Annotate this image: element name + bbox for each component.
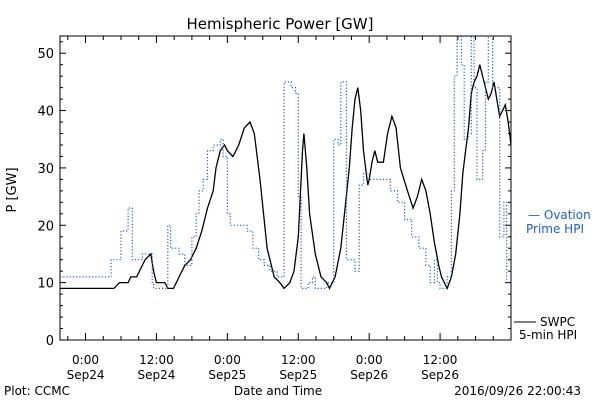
y-tick-label: 10: [37, 277, 54, 292]
x-axis-label: Date and Time: [234, 384, 322, 398]
series-ovation-prime-line: [60, 36, 508, 289]
x-tick-date-label: Sep24: [67, 368, 105, 382]
x-axis-ticks: 0:00Sep2412:00Sep240:00Sep2512:00Sep250:…: [67, 36, 494, 382]
x-tick-time-label: 0:00: [214, 353, 241, 367]
y-axis-label: P [GW]: [5, 167, 20, 212]
y-tick-label: 40: [37, 105, 54, 120]
x-tick-time-label: 12:00: [281, 353, 316, 367]
plot-credit: Plot: CCMC: [4, 384, 70, 398]
y-tick-label: 0: [46, 334, 54, 349]
x-tick-time-label: 12:00: [139, 353, 174, 367]
x-tick-date-label: Sep25: [279, 368, 317, 382]
legend-swpc-line2: 5-min HPI: [519, 328, 577, 342]
x-tick-date-label: Sep26: [350, 368, 388, 382]
x-tick-date-label: Sep24: [137, 368, 175, 382]
x-tick-time-label: 0:00: [72, 353, 99, 367]
legend-ovation-line2: Prime HPI: [526, 222, 584, 236]
x-tick-time-label: 0:00: [356, 353, 383, 367]
series-swpc-line: [60, 64, 511, 291]
series-layer: [60, 36, 511, 291]
y-tick-label: 30: [37, 162, 54, 177]
x-tick-date-label: Sep25: [208, 368, 246, 382]
y-tick-label: 50: [37, 47, 54, 62]
x-tick-date-label: Sep26: [421, 368, 459, 382]
legend-swpc-line1: SWPC: [540, 315, 575, 329]
y-axis-ticks: 0 10 20 30 40 50: [37, 41, 511, 349]
y-tick-label: 20: [37, 219, 54, 234]
plot-frame: [59, 35, 512, 341]
plot-timestamp: 2016/09/26 22:00:43: [454, 384, 581, 398]
x-tick-time-label: 12:00: [423, 353, 458, 367]
legend-ovation-line1: — Ovation: [528, 208, 591, 222]
chart-title: Hemispheric Power [GW]: [187, 15, 374, 33]
legend: — Ovation Prime HPI SWPC 5-min HPI: [514, 208, 591, 342]
